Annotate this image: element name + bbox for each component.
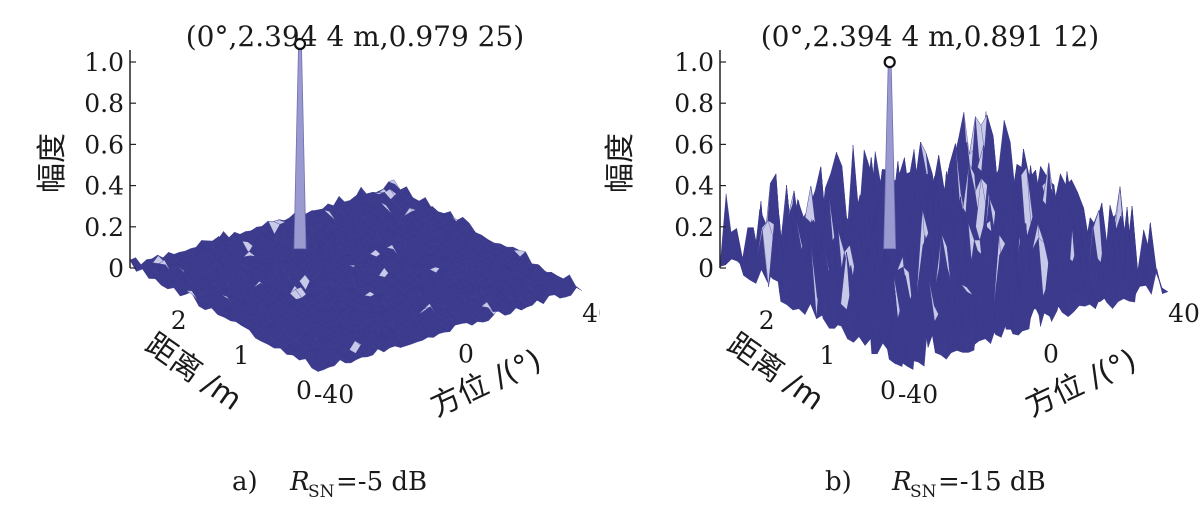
- y-tick-label: 2: [759, 306, 775, 335]
- z-tick-label: 0: [698, 254, 714, 283]
- chart-panel-b: 0 0.2 0.4 0.6 0.8 1.0 0 1 2 -40 0 40 (0°,2.394 4 m,…: [600, 0, 1200, 509]
- y-tick-label: 2: [171, 306, 187, 335]
- z-axis-label-b: 幅度: [603, 133, 638, 193]
- y-tick-label: 0: [880, 376, 896, 405]
- peak-annotation-b: (0°,2.394 4 m,0.891 12): [761, 20, 1099, 53]
- z-tick-label: 0.6: [674, 130, 714, 159]
- caption-subscript-b: SN: [910, 482, 937, 502]
- y-axis-label-a: 距离 /m: [139, 327, 248, 418]
- peak-marker: [293, 37, 307, 51]
- y-tick-label: 1: [819, 341, 835, 370]
- caption-symbol-b: R: [891, 467, 912, 497]
- surface-layer-b: [719, 55, 1169, 370]
- z-tick-label: 1.0: [674, 48, 714, 77]
- surface-layer-a: [129, 37, 583, 372]
- surface-patch: [1045, 239, 1058, 323]
- y-tick-label: 0: [296, 376, 312, 405]
- z-axis-label-a: 幅度: [35, 133, 70, 193]
- z-tick-label: 0.6: [84, 130, 124, 159]
- caption-prefix-a: a): [232, 467, 258, 497]
- x-tick-label: 0: [1043, 340, 1059, 369]
- x-tick-label: 40: [1168, 299, 1200, 328]
- caption-value-a: =-5 dB: [336, 467, 427, 497]
- y-axis-label-b: 距离 /m: [721, 327, 830, 418]
- surface-patch: [570, 285, 583, 291]
- z-tick-label: 0.8: [84, 89, 124, 118]
- z-tick-label: 0: [108, 254, 124, 283]
- z-tick-label: 1.0: [84, 48, 124, 77]
- x-tick-label: 40: [582, 299, 600, 328]
- peak-marker: [883, 55, 896, 69]
- peak-spike: [883, 64, 897, 250]
- caption-prefix-b: b): [825, 467, 852, 497]
- surface-patch: [1156, 270, 1169, 294]
- z-tick-label: 0.8: [674, 89, 714, 118]
- x-tick-label: -40: [314, 380, 354, 409]
- peak-spike: [293, 46, 307, 250]
- caption-subscript-a: SN: [308, 482, 335, 502]
- x-tick-label: 0: [458, 340, 474, 369]
- z-tick-label: 0.2: [674, 213, 714, 242]
- peak-annotation-a: (0°,2.394 4 m,0.979 25): [186, 20, 524, 53]
- caption-symbol-a: R: [289, 467, 310, 497]
- x-axis-label-b: 方位 /(°): [1020, 343, 1142, 425]
- x-axis-label-a: 方位 /(°): [425, 343, 547, 425]
- z-tick-label: 0.4: [84, 172, 124, 201]
- y-tick-label: 1: [233, 341, 249, 370]
- x-tick-label: -40: [898, 380, 938, 409]
- caption-value-b: =-15 dB: [938, 467, 1046, 497]
- surface-patch: [377, 347, 390, 353]
- z-tick-label: 0.2: [84, 213, 124, 242]
- z-tick-label: 0.4: [674, 172, 714, 201]
